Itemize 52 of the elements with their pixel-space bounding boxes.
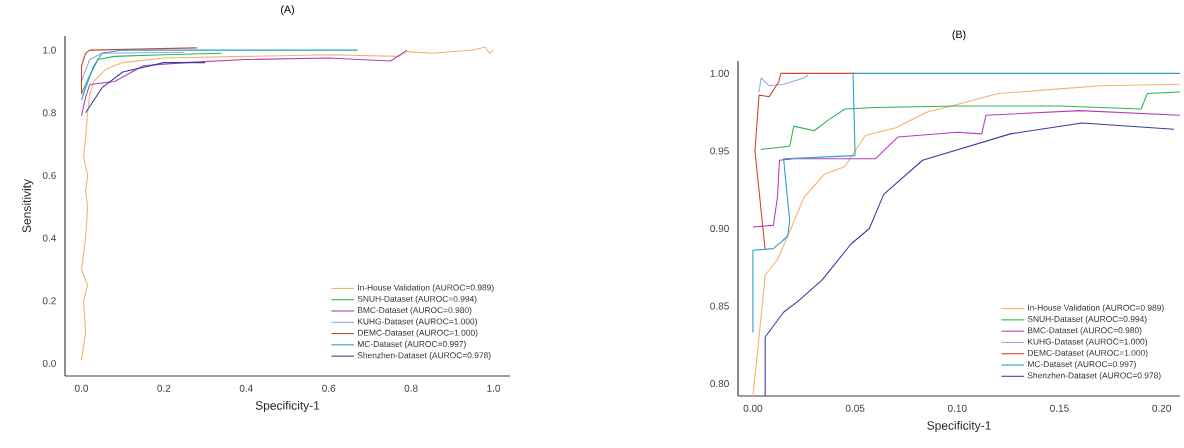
y-tick-label: 0.6	[42, 171, 56, 179]
y-tick-label: 0.4	[42, 234, 57, 242]
line-series	[80, 49, 359, 101]
x-tick-label: 0.10	[947, 404, 967, 412]
legend-label: BMC-Dataset (AUROC=0.980)	[1028, 327, 1142, 335]
x-tick-label: 0.0	[74, 384, 89, 392]
y-tick-label: 0.80	[710, 380, 729, 388]
x-axis-title: Specificity-1	[927, 420, 991, 433]
legend-label: Shenzhen-Dataset (AUROC=0.978)	[1027, 372, 1161, 381]
line-series	[80, 47, 198, 95]
legend-label: KUHG-Dataset (AUROC=1.000)	[1028, 338, 1148, 347]
y-tick-label: 0.0	[42, 359, 56, 367]
legend-label: SNUH-Dataset (AUROC=0.994)	[1027, 315, 1147, 324]
line-series	[80, 46, 495, 361]
x-tick-label: 0.2	[157, 384, 171, 392]
legend-label: SNUH-Dataset (AUROC=0.994)	[357, 295, 477, 304]
line-series	[85, 62, 206, 114]
y-axis-title: Sensitivity	[22, 179, 34, 233]
x-tick-label: 0.6	[322, 384, 336, 392]
legend-label: Shenzhen-Dataset (AUROC=0.978)	[357, 352, 491, 360]
legend-label: In-House Validation (AUROC=0.989)	[358, 284, 494, 293]
chart-title: (B)	[952, 30, 966, 41]
y-tick-label: 0.95	[710, 147, 729, 155]
x-tick-label: 1.0	[487, 384, 501, 392]
chart-title: (A)	[281, 5, 294, 16]
y-tick-label: 1.00	[710, 69, 729, 77]
legend-label: MC-Dataset (AUROC=0.997)	[1028, 360, 1136, 369]
y-tick-label: 0.85	[710, 302, 729, 310]
line-series	[760, 91, 1181, 150]
line-series	[752, 83, 1181, 397]
y-tick-label: 0.8	[42, 109, 56, 117]
legend-label: MC-Dataset (AUROC=0.997)	[357, 340, 466, 349]
x-tick-label: 0.8	[404, 384, 418, 392]
y-tick-label: 0.90	[710, 224, 729, 233]
legend-label: In-House Validation (AUROC=0.989)	[1028, 304, 1164, 313]
line-series	[752, 110, 1181, 228]
x-tick-label: 0.05	[845, 404, 865, 412]
line-series	[80, 49, 408, 117]
legend-label: KUHG-Dataset (AUROC=1.000)	[357, 318, 477, 327]
line-series	[758, 74, 809, 93]
x-tick-label: 0.15	[1050, 404, 1069, 412]
line-series	[80, 51, 186, 82]
x-axis-title: Specificity-1	[255, 400, 320, 413]
x-tick-label: 0.20	[1152, 404, 1171, 412]
line-series	[764, 122, 1175, 397]
y-tick-label: 0.2	[42, 297, 56, 305]
legend-label: BMC-Dataset (AUROC=0.980)	[357, 306, 472, 315]
legend-label: DEMC-Dataset (AUROC=1.000)	[1028, 349, 1148, 358]
legend-label: DEMC-Dataset (AUROC=1.000)	[357, 329, 478, 338]
x-tick-label: 0.4	[239, 384, 253, 392]
y-tick-label: 1.0	[43, 46, 56, 54]
x-tick-label: 0.00	[743, 404, 763, 412]
